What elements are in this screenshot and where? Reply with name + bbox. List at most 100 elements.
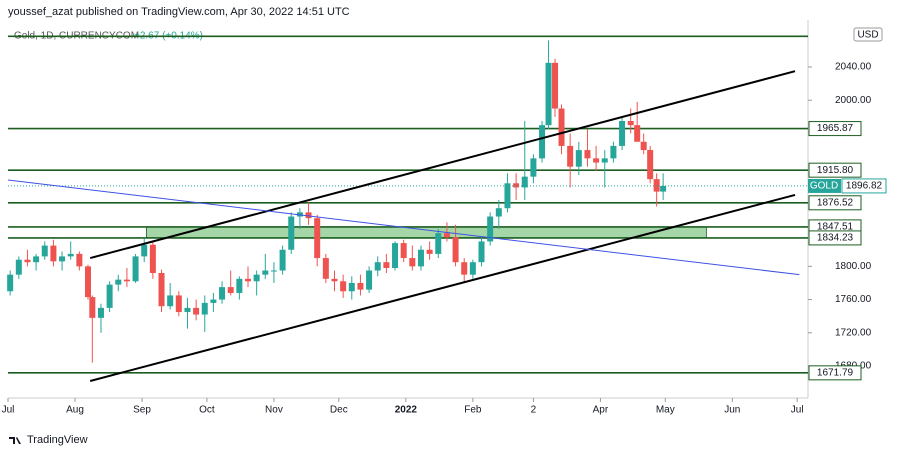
candle-body — [400, 243, 407, 259]
x-tick-label: Dec — [330, 405, 348, 416]
candle-body — [487, 216, 494, 242]
candle-body — [417, 249, 424, 267]
level-label-box — [808, 195, 862, 211]
candle-body — [392, 243, 399, 269]
currency: USD — [857, 30, 878, 41]
x-tick-label: 2 — [531, 405, 537, 416]
candle-body — [545, 62, 552, 126]
candle-body — [24, 259, 31, 263]
candle-body — [236, 278, 243, 293]
x-tick-label: Sep — [133, 405, 151, 416]
candle-body — [314, 218, 321, 259]
level-label: 1671.79 — [817, 367, 854, 378]
candle-body — [279, 249, 286, 271]
candle-body — [340, 281, 347, 292]
y-tick-label: 2040.00 — [835, 62, 872, 73]
candle-body — [443, 233, 450, 238]
candle-body — [619, 120, 626, 146]
candle-body — [41, 245, 48, 257]
level-label-box — [808, 365, 862, 381]
candle-body — [539, 125, 546, 159]
candle-body — [357, 282, 364, 290]
candle-body — [647, 150, 654, 180]
candle-body — [50, 245, 57, 262]
y-tick-label: 1760.00 — [835, 294, 872, 305]
candle-body — [627, 120, 634, 126]
candle-body — [106, 284, 113, 308]
candle-body — [348, 282, 355, 292]
candle-body — [409, 258, 416, 267]
last-price: 1896.82 — [846, 181, 883, 192]
candle-body — [59, 256, 66, 262]
candle-body — [305, 212, 312, 219]
x-tick-label: Oct — [199, 405, 215, 416]
candle-body — [478, 241, 485, 263]
level-label: 1965.87 — [817, 123, 854, 134]
publisher: youssef_azat published on TradingView.co… — [8, 6, 350, 18]
candle-body — [469, 262, 476, 275]
x-tick-label: May — [656, 405, 675, 416]
candle-body — [288, 216, 295, 250]
x-tick-label: Nov — [265, 405, 283, 416]
level-label-box — [808, 121, 862, 137]
candle-body — [610, 145, 617, 159]
level-label-box — [808, 230, 862, 246]
x-tick-label: Jun — [724, 405, 740, 416]
trend-line — [89, 70, 796, 260]
candle-body — [76, 253, 83, 267]
candle-body — [495, 208, 502, 217]
x-tick-label: Jul — [2, 405, 15, 416]
x-tick-label: Feb — [464, 405, 482, 416]
candle-body — [552, 62, 559, 109]
x-tick-label: Jul — [791, 405, 804, 416]
candle-body — [89, 297, 96, 318]
level-label: 1834.23 — [817, 233, 854, 244]
series-name: GOLD — [810, 181, 838, 192]
candle-body — [374, 262, 381, 271]
candle-body — [201, 302, 208, 315]
candle-body — [227, 287, 234, 293]
candle-body — [97, 307, 104, 318]
candle-body — [366, 270, 373, 290]
zone — [145, 226, 707, 239]
candle-body — [132, 256, 139, 282]
candle-body — [253, 274, 260, 282]
candle-body — [270, 270, 277, 272]
x-tick-label: Apr — [593, 405, 609, 416]
level-label: 1915.80 — [817, 165, 854, 176]
candle-body — [558, 108, 565, 146]
candle-body — [593, 158, 600, 163]
candle-body — [175, 295, 182, 313]
candle-body — [504, 183, 511, 209]
level-label: 1876.52 — [817, 197, 854, 208]
candle-body — [322, 258, 329, 279]
candle-body — [567, 145, 574, 167]
candle-body — [653, 179, 660, 192]
y-tick-label: 1720.00 — [835, 327, 872, 338]
candle-body — [210, 299, 217, 303]
candle-body — [167, 295, 174, 307]
candle-body — [141, 244, 148, 257]
candle-body — [15, 259, 22, 275]
candle-body — [634, 125, 641, 142]
candle-body — [426, 249, 433, 254]
footer: TradingView — [27, 434, 88, 446]
candle-body — [184, 307, 191, 313]
level-label-box — [808, 162, 862, 178]
candle-body — [85, 266, 91, 298]
candle-body — [7, 274, 14, 292]
y-tick-label: 1800.00 — [835, 261, 872, 272]
candle-body — [521, 176, 528, 188]
x-tick-label: 2022 — [395, 405, 418, 416]
candle-body — [383, 262, 390, 269]
trend-line — [7, 179, 800, 276]
candle-body — [530, 158, 537, 177]
level-label: 1847.51 — [817, 222, 854, 233]
candle-body — [33, 256, 40, 263]
candle-body — [575, 150, 582, 167]
candle-body — [123, 279, 130, 282]
candle-body — [219, 287, 226, 300]
candle-body — [262, 270, 269, 275]
